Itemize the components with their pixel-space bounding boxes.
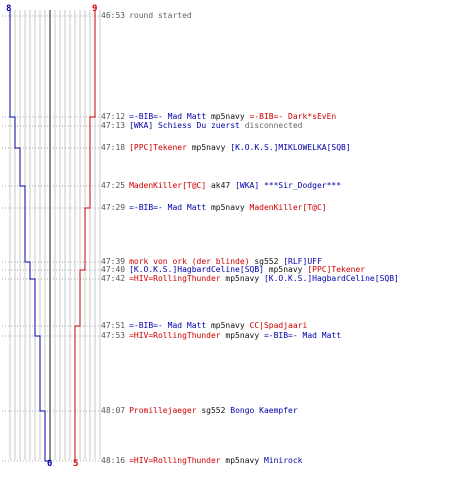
event-row: 47:51 =-BIB=- Mad Matt mp5navy CC|Spadjaa… <box>101 321 307 331</box>
blue-end-count: 0 <box>47 459 53 469</box>
player-name: [K.O.K.S.]HagbardCeline[SQB] <box>263 274 399 283</box>
event-row: 48:16 =HIV=RollingThunder mp5navy Miniroc… <box>101 456 303 466</box>
player-name: [PPC]Tekener <box>307 265 366 274</box>
player-count-timeline <box>2 10 101 462</box>
event-status-text: round started <box>129 11 192 20</box>
event-time: 48:07 <box>101 406 126 415</box>
player-name: [PPC]Tekener <box>129 143 187 152</box>
weapon-name: mp5navy <box>186 143 231 152</box>
player-name: [RLF]UFF <box>283 257 322 266</box>
event-time: 47:39 <box>101 257 126 266</box>
player-name: [WKA] ***Sir_Dodger*** <box>235 181 342 190</box>
weapon-name: mp5navy <box>206 112 250 121</box>
red-team-line <box>74 10 96 461</box>
event-row: 47:39 mork von ork (der blinde) sg552 [RL… <box>101 257 322 267</box>
player-name: =-BIB=- Mad Matt <box>263 331 342 340</box>
weapon-name: mp5navy <box>206 203 250 212</box>
weapon-name: mp5navy <box>220 331 264 340</box>
event-time: 48:16 <box>101 456 126 465</box>
player-name: MadenKiller[T@C] <box>129 181 207 190</box>
event-time: 47:51 <box>101 321 126 330</box>
event-time: 47:25 <box>101 181 126 190</box>
event-status-text: disconnected <box>239 121 303 130</box>
event-time: 47:53 <box>101 331 126 340</box>
player-name: =-BIB=- Mad Matt <box>129 321 207 330</box>
weapon-name: mp5navy <box>220 456 264 465</box>
weapon-name: mp5navy <box>220 274 264 283</box>
player-name: MadenKiller[T@C] <box>249 203 327 212</box>
player-name: [WKA] Schiess Du zuerst <box>129 121 240 130</box>
player-name: [K.O.K.S.]HagbardCeline[SQB] <box>129 265 264 274</box>
red-end-count: 5 <box>73 459 79 469</box>
event-row: 47:53 =HIV=RollingThunder mp5navy =-BIB=-… <box>101 331 341 341</box>
event-time: 47:13 <box>101 121 126 130</box>
player-name: Minirock <box>263 456 303 465</box>
event-row: 48:07 Promillejaeger sg552 Bongo Kaempfer <box>101 406 298 416</box>
weapon-name: sg552 <box>196 406 231 415</box>
event-row: 47:42 =HIV=RollingThunder mp5navy [K.O.K.… <box>101 274 399 284</box>
event-time: 47:18 <box>101 143 126 152</box>
player-name: =-BIB=- Dark*sEvEn <box>249 112 337 121</box>
player-name: mork von ork (der blinde) <box>129 257 250 266</box>
player-name: Promillejaeger <box>129 406 197 415</box>
player-name: [K.O.K.S.]MIKLOWELKA[SQB] <box>230 143 351 152</box>
event-row: 46:53 round started <box>101 11 192 21</box>
red-start-count: 9 <box>92 4 98 14</box>
event-row: 47:13 [WKA] Schiess Du zuerst disconnecte… <box>101 121 303 131</box>
weapon-name: mp5navy <box>206 321 250 330</box>
event-row: 47:25 MadenKiller[T@C] ak47 [WKA] ***Sir_… <box>101 181 341 191</box>
weapon-name: ak47 <box>206 181 236 190</box>
player-name: =HIV=RollingThunder <box>129 456 221 465</box>
blue-team-line <box>9 10 50 462</box>
event-row: 47:40 [K.O.K.S.]HagbardCeline[SQB] mp5nav… <box>101 265 365 275</box>
player-name: Bongo Kaempfer <box>230 406 298 415</box>
player-name: =-BIB=- Mad Matt <box>129 203 207 212</box>
player-name: =HIV=RollingThunder <box>129 331 221 340</box>
event-time: 47:12 <box>101 112 126 121</box>
event-time: 46:53 <box>101 11 126 20</box>
player-name: CC|Spadjaari <box>249 321 308 330</box>
event-time: 47:40 <box>101 265 126 274</box>
event-row: 47:12 =-BIB=- Mad Matt mp5navy =-BIB=- Da… <box>101 112 336 122</box>
event-row: 47:18 [PPC]Tekener mp5navy [K.O.K.S.]MIKL… <box>101 143 351 153</box>
timeline-grid <box>9 10 101 460</box>
blue-start-count: 8 <box>6 4 12 14</box>
player-name: =-BIB=- Mad Matt <box>129 112 207 121</box>
event-row: 47:29 =-BIB=- Mad Matt mp5navy MadenKille… <box>101 203 327 213</box>
player-name: =HIV=RollingThunder <box>129 274 221 283</box>
event-time: 47:42 <box>101 274 126 283</box>
weapon-name: mp5navy <box>263 265 308 274</box>
weapon-name: sg552 <box>249 257 284 266</box>
event-time: 47:29 <box>101 203 126 212</box>
